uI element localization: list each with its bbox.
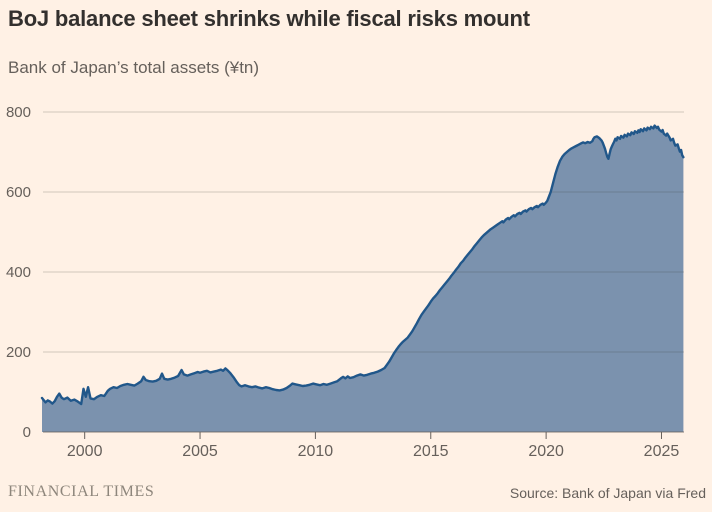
y-tick-label-0: 0 xyxy=(23,424,31,441)
x-tick-label-2015: 2015 xyxy=(413,443,449,460)
y-tick-label-600: 600 xyxy=(6,184,31,201)
area-fill xyxy=(42,125,684,432)
x-tick-label-2025: 2025 xyxy=(644,443,680,460)
y-tick-label-800: 800 xyxy=(6,104,31,121)
chart-subtitle: Bank of Japan’s total assets (¥tn) xyxy=(8,58,260,77)
x-tick-label-2005: 2005 xyxy=(182,443,218,460)
x-tick-label-2020: 2020 xyxy=(528,443,564,460)
x-tick-label-2010: 2010 xyxy=(298,443,334,460)
y-tick-label-200: 200 xyxy=(6,344,31,361)
x-tick-label-2000: 2000 xyxy=(67,443,103,460)
source-credit: Source: Bank of Japan via Fred xyxy=(509,485,706,501)
y-tick-label-400: 400 xyxy=(6,264,31,281)
chart-title: BoJ balance sheet shrinks while fiscal r… xyxy=(8,6,530,31)
series-line xyxy=(40,124,685,406)
ft-logo: FINANCIAL TIMES xyxy=(8,483,155,500)
